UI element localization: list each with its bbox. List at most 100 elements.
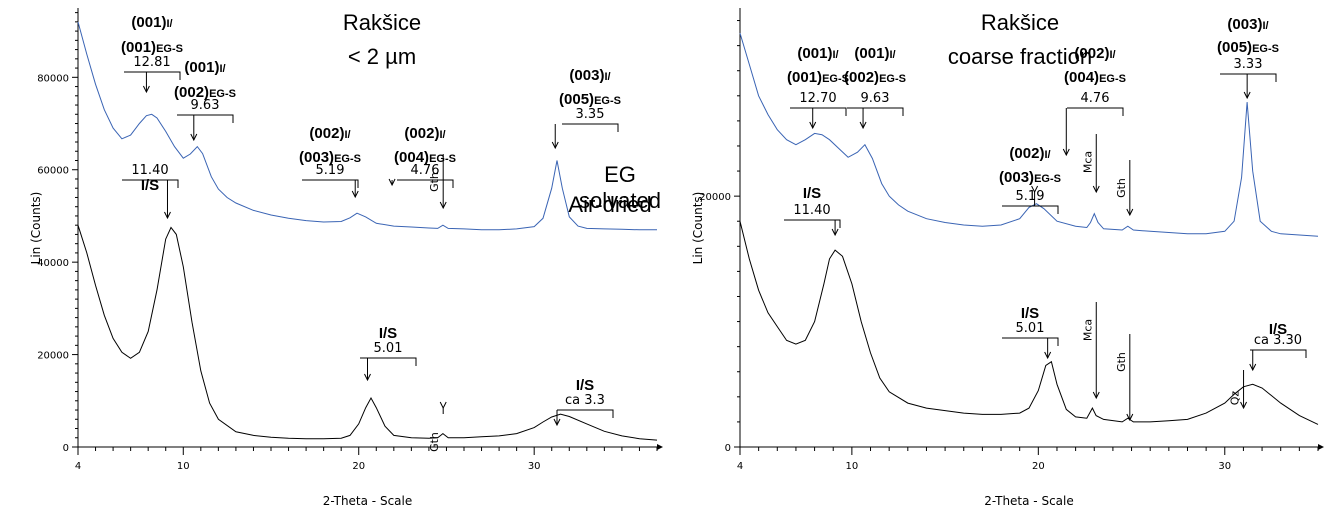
d-spacing-value: 3.35 [576, 107, 605, 122]
series-line-eg-solvated [739, 32, 1319, 237]
peak-arrowhead [142, 85, 150, 94]
y-axis-label: Lin (Counts) [29, 192, 43, 265]
x-axis-arrow [657, 444, 663, 450]
peak-label: (005)EG-S [1217, 39, 1279, 56]
peak-arrowhead [1249, 363, 1257, 372]
d-spacing-value: 5.01 [374, 341, 403, 356]
value-bracket [1002, 205, 1059, 214]
chart-subtitle: < 2 µm [348, 44, 416, 69]
mineral-label: Mca [1081, 151, 1094, 173]
d-spacing-value: 11.40 [793, 203, 830, 218]
peak-label: (005)EG-S [559, 91, 621, 108]
peak-arrowhead [809, 121, 817, 130]
peak-arrowhead [364, 373, 371, 382]
mineral-arrowhead [1092, 391, 1100, 400]
mineral-label: Gth [1115, 178, 1128, 198]
d-spacing-value: 11.40 [131, 163, 168, 178]
mineral-arrowhead [1126, 208, 1134, 217]
peak-label: (003)EG-S [999, 169, 1061, 186]
d-spacing-value: 9.63 [861, 91, 890, 106]
value-bracket [124, 71, 181, 80]
peak-label: I/S [576, 377, 594, 394]
d-spacing-value: ca 3.3 [565, 393, 605, 408]
peak-label: (002)I/ [1074, 45, 1115, 62]
value-bracket [122, 179, 179, 188]
peak-label: (001)EG-S [121, 39, 183, 56]
peak-arrowhead [164, 211, 171, 220]
peak-arrowhead [1062, 148, 1070, 157]
d-spacing-value: 12.70 [799, 91, 836, 106]
peak-label: I/S [803, 185, 821, 202]
peak-label: I/S [1021, 305, 1039, 322]
peak-label: (004)EG-S [1064, 69, 1126, 86]
chart-title: Rakšice [343, 10, 421, 35]
d-spacing-value: 3.33 [1234, 57, 1263, 72]
peak-label: (001)EG-S [787, 69, 849, 86]
peak-arrowhead [351, 190, 359, 199]
peak-arrowhead [1243, 91, 1251, 100]
y-tick-label: 40000 [37, 258, 69, 269]
value-bracket [302, 179, 359, 188]
y-axis-label: Lin (Counts) [691, 192, 705, 265]
x-tick-label: 10 [177, 461, 190, 472]
x-tick-label: 20 [352, 461, 365, 472]
value-bracket [847, 107, 904, 116]
value-bracket [790, 107, 847, 116]
peak-arrowhead [388, 178, 396, 187]
x-axis-label: 2-Theta - Scale [323, 494, 412, 508]
peak-label: (003)I/ [1227, 16, 1268, 33]
mineral-arrowhead [1240, 401, 1247, 410]
value-bracket [360, 357, 417, 366]
x-tick-label: 10 [846, 461, 859, 472]
peak-label: (002)I/ [309, 125, 350, 142]
peak-arrowhead [553, 418, 561, 427]
series-line-air-dried [77, 225, 658, 441]
peak-label: (002)EG-S [174, 84, 236, 101]
mineral-label: Qz [1229, 391, 1242, 406]
mineral-label: Gth [1115, 352, 1128, 372]
x-axis-arrow [1318, 444, 1324, 450]
peak-arrowhead [859, 121, 867, 130]
d-spacing-value: 5.01 [1016, 321, 1045, 336]
value-bracket [1067, 107, 1124, 116]
mineral-arrowhead [439, 401, 447, 410]
peak-label: I/S [141, 177, 159, 194]
peak-label: (001)I/ [184, 59, 225, 76]
peak-arrowhead [1044, 351, 1052, 360]
d-spacing-value: ca 3.30 [1254, 333, 1302, 348]
peak-label: (001)I/ [854, 45, 895, 62]
d-spacing-value: 12.81 [133, 55, 170, 70]
x-tick-label: 20 [1032, 461, 1045, 472]
chart-panel-coarse-fraction: 4 10 20 30 0 20000 2-Theta - Scale Lin (Counts)… [691, 8, 1324, 508]
value-bracket [1250, 349, 1307, 358]
value-bracket [557, 409, 614, 418]
peak-label: (004)EG-S [394, 149, 456, 166]
y-tick-label: 0 [725, 443, 731, 454]
mineral-label: Gth [428, 432, 441, 452]
peak-arrowhead [1031, 185, 1039, 194]
x-axis-label: 2-Theta - Scale [984, 494, 1073, 508]
peak-label: (001)I/ [797, 45, 838, 62]
chart-panel-fine-fraction: 4 10 20 30 0 20000 40000 60000 80000 2-Theta - Sc… [29, 8, 663, 508]
x-tick-label: 4 [737, 461, 743, 472]
peak-label: (002)EG-S [844, 69, 906, 86]
mineral-label: Gth [428, 172, 441, 192]
value-bracket [1002, 337, 1059, 346]
series-line-air-dried [739, 221, 1319, 425]
series-label: solvated [579, 188, 661, 213]
peak-arrowhead [551, 141, 559, 150]
value-bracket [1220, 73, 1277, 82]
y-tick-label: 0 [63, 443, 69, 454]
value-bracket [177, 114, 234, 123]
mineral-arrowhead [439, 201, 447, 210]
peak-arrowhead [190, 133, 198, 142]
y-tick-label: 20000 [699, 192, 731, 203]
peak-label: (002)I/ [404, 125, 445, 142]
mineral-arrowhead [1126, 413, 1134, 422]
x-tick-label: 4 [75, 461, 81, 472]
series-label: EG [604, 162, 636, 187]
x-tick-label: 30 [528, 461, 541, 472]
value-bracket [397, 179, 454, 188]
chart-title: Rakšice [981, 10, 1059, 35]
